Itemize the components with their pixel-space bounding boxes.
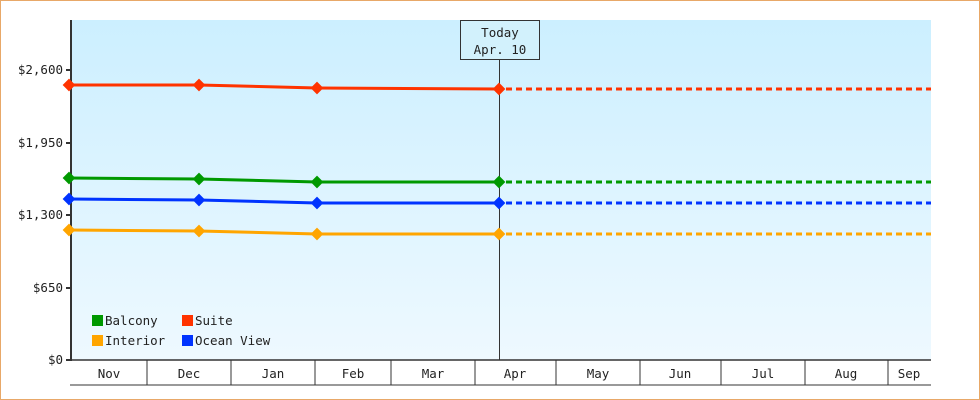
y-tick-label: $1,300 xyxy=(18,207,63,222)
legend: Balcony Suite Interior Ocean View xyxy=(92,312,292,348)
x-tick-label: Jul xyxy=(752,366,775,381)
x-tick-label: Sep xyxy=(898,366,921,381)
data-point xyxy=(62,223,76,237)
data-point xyxy=(192,78,206,92)
x-tick-label: Mar xyxy=(422,366,445,381)
data-point xyxy=(492,227,506,241)
legend-swatch-icon xyxy=(182,314,193,326)
data-point xyxy=(62,78,76,92)
y-tick-label: $650 xyxy=(33,280,63,295)
x-axis: Nov Dec Jan Feb Mar Apr May Jun Jul Aug … xyxy=(70,359,931,386)
x-tick-label: Dec xyxy=(178,366,201,381)
legend-label: Balcony xyxy=(105,312,158,328)
data-point xyxy=(62,192,76,206)
legend-item-ocean-view[interactable]: Ocean View xyxy=(182,332,292,348)
legend-label: Ocean View xyxy=(195,332,271,348)
series-balcony[interactable] xyxy=(62,171,931,189)
x-tick-label: Aug xyxy=(835,366,858,381)
today-date: Apr. 10 xyxy=(473,42,527,57)
series-ocean-view[interactable] xyxy=(62,192,931,210)
x-tick-label: Feb xyxy=(342,366,365,381)
data-point xyxy=(192,172,206,186)
series-suite[interactable] xyxy=(62,78,931,96)
data-point xyxy=(492,175,506,189)
data-point xyxy=(192,224,206,238)
x-tick-label: Apr xyxy=(504,366,527,381)
data-point xyxy=(492,82,506,96)
legend-swatch-icon xyxy=(182,334,193,346)
x-tick-label: Jan xyxy=(262,366,285,381)
today-label: Today xyxy=(481,25,519,40)
legend-item-interior[interactable]: Interior xyxy=(92,332,182,348)
x-tick-label: May xyxy=(587,366,610,381)
data-point xyxy=(310,196,324,210)
series-interior[interactable] xyxy=(62,223,931,241)
data-point xyxy=(192,193,206,207)
y-ticks: $2,600 $1,950 $1,300 $650 $0 xyxy=(18,62,71,367)
legend-label: Interior xyxy=(105,332,166,348)
y-tick-label: $2,600 xyxy=(18,62,63,77)
x-tick-label: Jun xyxy=(669,366,692,381)
legend-swatch-icon xyxy=(92,334,103,346)
data-point xyxy=(62,171,76,185)
data-point xyxy=(310,175,324,189)
y-tick-label: $0 xyxy=(48,352,63,367)
data-point xyxy=(492,196,506,210)
legend-swatch-icon xyxy=(92,314,103,326)
legend-item-suite[interactable]: Suite xyxy=(182,312,292,328)
data-point xyxy=(310,81,324,95)
legend-item-balcony[interactable]: Balcony xyxy=(92,312,182,328)
today-annotation: Today Apr. 10 xyxy=(460,20,540,60)
data-point xyxy=(310,227,324,241)
plot-area xyxy=(71,20,931,360)
x-tick-label: Nov xyxy=(98,366,121,381)
legend-label: Suite xyxy=(195,312,233,328)
y-tick-label: $1,950 xyxy=(18,135,63,150)
